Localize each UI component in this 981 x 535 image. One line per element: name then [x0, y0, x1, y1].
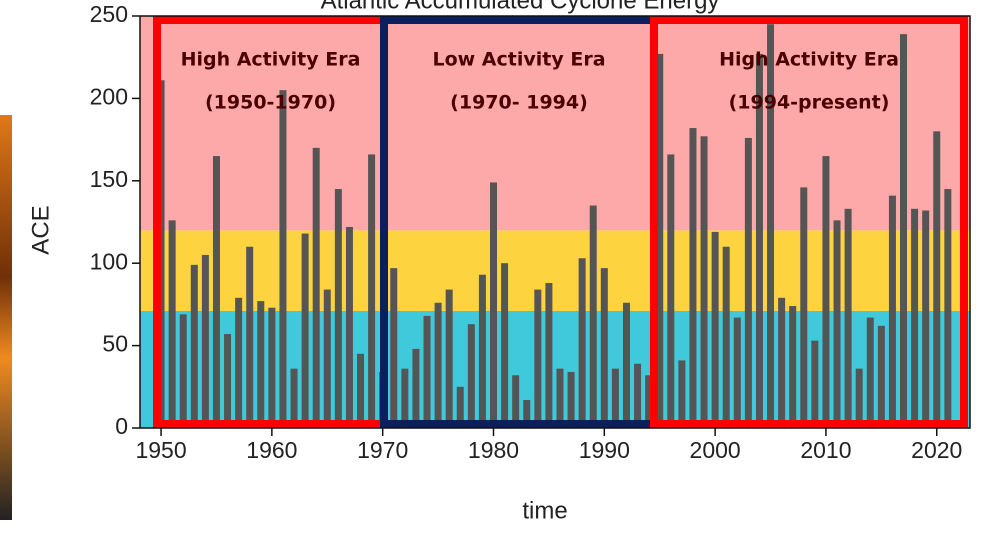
y-axis-label: ACE: [27, 205, 54, 254]
era-label: High Activity Era: [719, 49, 899, 71]
bar: [789, 306, 796, 428]
bar: [435, 303, 442, 428]
bar: [324, 290, 331, 428]
bar: [424, 316, 431, 428]
x-tick-label: 2020: [911, 437, 962, 463]
x-tick-label: 2000: [690, 437, 741, 463]
era-label: High Activity Era: [181, 49, 361, 71]
bar: [723, 247, 730, 428]
bar: [667, 154, 674, 428]
bar: [822, 156, 829, 428]
bar: [224, 334, 231, 428]
era-label: Low Activity Era: [432, 49, 605, 71]
photo-edge: [0, 115, 12, 520]
y-tick-label: 250: [90, 1, 128, 27]
bar: [401, 369, 408, 428]
bar: [745, 138, 752, 428]
bar: [279, 90, 286, 428]
y-tick-label: 50: [102, 331, 128, 357]
bar: [556, 369, 563, 428]
bar: [701, 136, 708, 428]
bar: [944, 189, 951, 428]
x-tick-label: 1980: [468, 437, 519, 463]
x-tick-label: 1970: [357, 437, 408, 463]
bar: [191, 265, 198, 428]
y-tick-label: 150: [90, 166, 128, 192]
bar: [767, 24, 774, 428]
bar: [501, 263, 508, 428]
bar: [180, 314, 187, 428]
y-tick-label: 0: [115, 413, 128, 439]
bar: [867, 318, 874, 428]
bar: [834, 220, 841, 428]
bar: [479, 275, 486, 428]
bar: [534, 290, 541, 428]
bar: [612, 369, 619, 428]
bar: [291, 369, 298, 428]
bar: [545, 283, 552, 428]
bar: [446, 290, 453, 428]
bar: [623, 303, 630, 428]
bar: [412, 349, 419, 428]
y-tick-label: 100: [90, 248, 128, 274]
y-tick-label: 200: [90, 83, 128, 109]
bar: [811, 341, 818, 428]
bar: [601, 268, 608, 428]
chart: High Activity Era (1950-1970) Low Activity…: [0, 0, 981, 530]
bar: [778, 298, 785, 428]
chart-title: Atlantic Accumulated Cyclone Energy: [321, 0, 720, 14]
bar: [734, 318, 741, 428]
bar: [335, 189, 342, 428]
bar: [268, 308, 275, 428]
bar: [579, 258, 586, 428]
bar: [390, 268, 397, 428]
x-tick-label: 1950: [135, 437, 186, 463]
bar: [313, 148, 320, 428]
bar: [346, 227, 353, 428]
bar: [302, 234, 309, 428]
bar: [368, 154, 375, 428]
era-period: (1994-present): [729, 92, 890, 114]
bar: [922, 210, 929, 428]
bar: [634, 364, 641, 428]
bar: [845, 209, 852, 428]
bar: [490, 182, 497, 428]
bar: [856, 369, 863, 428]
bar: [202, 255, 209, 428]
bar: [169, 220, 176, 428]
bar: [933, 131, 940, 428]
era-period: (1970- 1994): [450, 92, 588, 114]
bar: [468, 324, 475, 428]
bar: [235, 298, 242, 428]
bar: [889, 196, 896, 428]
x-tick-label: 1960: [246, 437, 297, 463]
bar: [246, 247, 253, 428]
x-tick-label: 2010: [800, 437, 851, 463]
bar: [678, 360, 685, 428]
bar: [800, 187, 807, 428]
bar: [900, 34, 907, 428]
bar: [357, 354, 364, 428]
bar: [689, 128, 696, 428]
bar: [213, 156, 220, 428]
bar: [568, 372, 575, 428]
bar: [911, 209, 918, 428]
bar: [712, 232, 719, 428]
bar: [878, 326, 885, 428]
era-period: (1950-1970): [205, 92, 336, 114]
bar: [257, 301, 264, 428]
x-tick-label: 1990: [579, 437, 630, 463]
x-axis-label: time: [522, 497, 567, 524]
bar: [590, 206, 597, 428]
